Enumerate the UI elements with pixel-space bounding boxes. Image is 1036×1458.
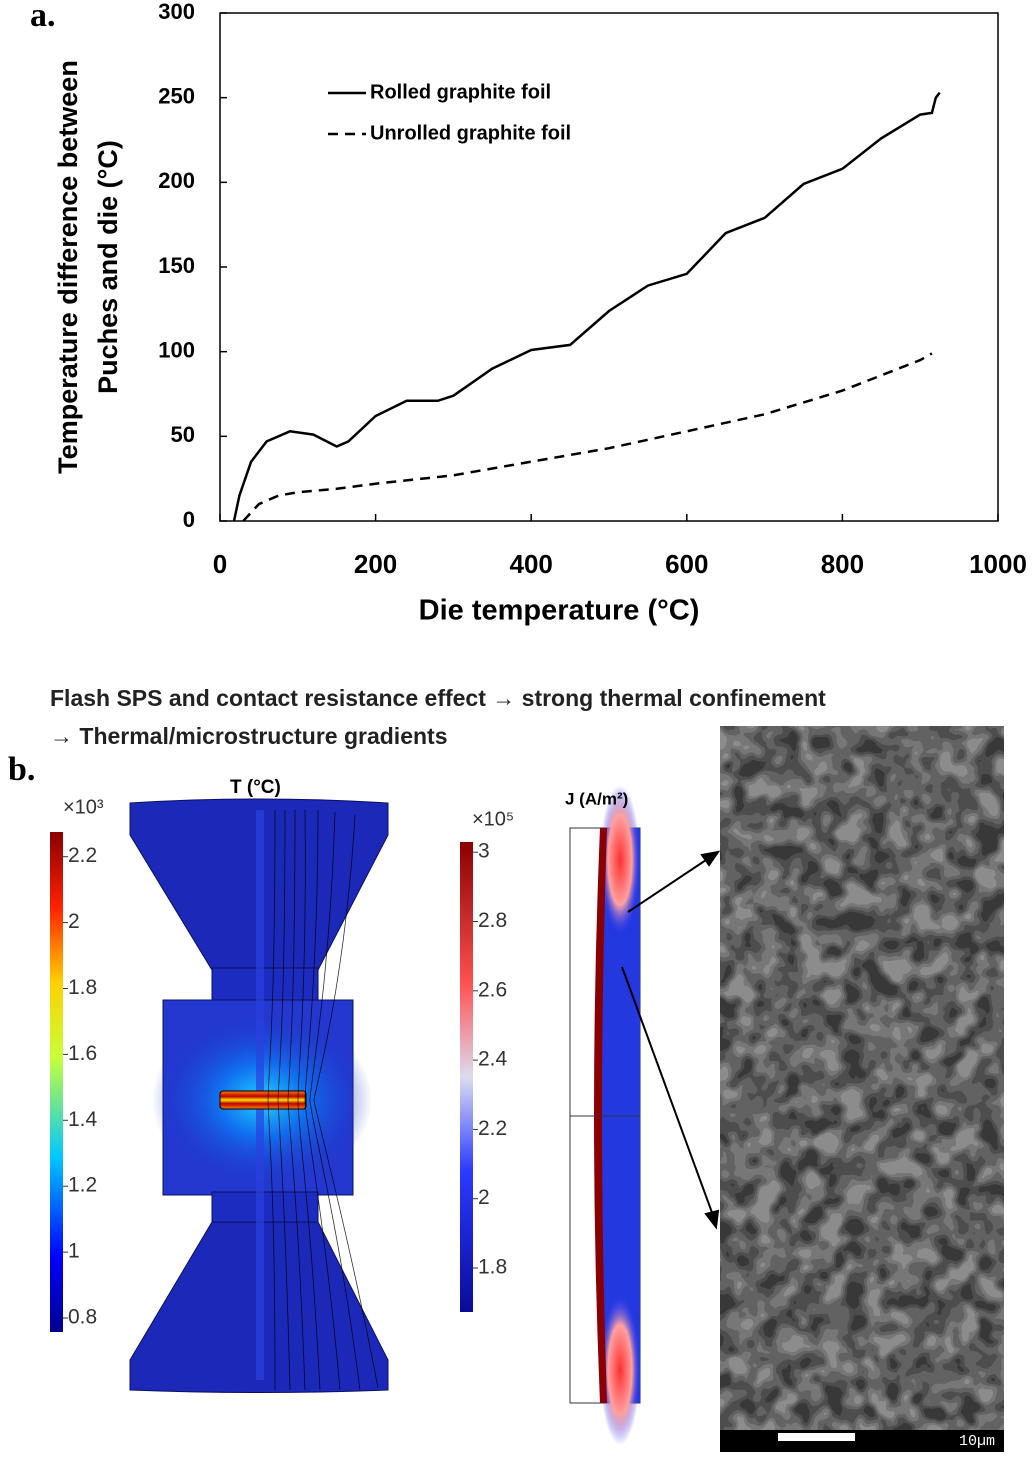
- grain-texture: [720, 726, 1004, 1430]
- colorbar-tick-label: 2.2: [68, 844, 97, 867]
- y-tick-label: 200: [158, 168, 195, 193]
- colorbar-tick-label: 2.4: [478, 1048, 508, 1071]
- colorbar-tick-label: 1: [68, 1240, 80, 1263]
- y-axis-title: Puches and die (°C): [93, 140, 123, 394]
- colorbar-tick-label: 2.2: [478, 1117, 507, 1140]
- y-tick-label: 0: [183, 507, 195, 532]
- y-tick-label: 100: [158, 337, 195, 362]
- colorbar-tick-label: 0.8: [68, 1306, 97, 1329]
- plot-frame: [219, 12, 999, 522]
- colorbar-tick-label: 1.4: [68, 1108, 98, 1131]
- y-tick-label: 50: [171, 422, 195, 447]
- x-tick-label: 800: [821, 549, 864, 579]
- colorbar-tick-label: 2: [478, 1186, 490, 1209]
- hot-spot: [600, 785, 640, 935]
- legend-label: Unrolled graphite foil: [370, 122, 571, 144]
- data-line: [242, 352, 933, 522]
- arrows: [621, 850, 721, 1230]
- punch-neck: [211, 967, 319, 1004]
- x-tick-label: 400: [510, 549, 553, 579]
- y-tick-label: 250: [158, 83, 195, 108]
- y-tick-label: 300: [158, 0, 195, 24]
- colorbar-tick-label: 2.6: [478, 978, 507, 1001]
- colorbar-multiplier: ×10³: [63, 796, 104, 818]
- panel-label: b.: [8, 751, 35, 788]
- colorbar-tick-label: 1.6: [68, 1042, 97, 1065]
- colorbar-tick-label: 1.8: [68, 976, 97, 999]
- field-lines: [267, 809, 379, 1391]
- colorbar-multiplier: ×10⁵: [472, 808, 514, 830]
- caption-line: Flash SPS and contact resistance effect …: [50, 685, 826, 711]
- colorbar-tick-label: 1.8: [478, 1256, 507, 1279]
- scale-bar: [778, 1433, 855, 1441]
- colorbar: [50, 832, 63, 1332]
- colorbar: [460, 842, 473, 1312]
- colorbar-tick-label: 2.8: [478, 909, 507, 932]
- caption-line: → Thermal/microstructure gradients: [50, 723, 448, 749]
- colorbar-tick-label: 3: [478, 840, 490, 863]
- colorbar-tick-label: 1.2: [68, 1174, 97, 1197]
- colorbar-title: T (°C): [230, 777, 281, 798]
- x-axis-title: Die temperature (°C): [419, 595, 700, 627]
- legend-label: Rolled graphite foil: [370, 81, 551, 103]
- temperature-simulation: [129, 798, 389, 1393]
- punch-neck: [211, 1191, 319, 1225]
- x-tick-label: 0: [213, 549, 227, 579]
- hot-sample: [219, 1090, 307, 1110]
- colorbar-tick-label: 2: [68, 910, 80, 933]
- scale-bar-label: 10µm: [959, 1433, 995, 1450]
- x-tick-label: 1000: [969, 549, 1027, 579]
- x-tick-label: 200: [354, 549, 397, 579]
- data-line: [232, 91, 941, 522]
- x-tick-label: 600: [665, 549, 708, 579]
- line-chart: 0 200 400 600 800 1000 0 50 100 150 200 250 300 Die t…: [53, 0, 1027, 627]
- panel-label: a.: [30, 0, 56, 34]
- colorbar-title: J (A/m²): [565, 789, 628, 808]
- y-axis-title: Temperature difference between: [53, 60, 83, 474]
- micrograph: 10µm: [720, 726, 1004, 1452]
- current-density-simulation: [569, 785, 641, 1445]
- y-tick-label: 150: [158, 253, 195, 278]
- hot-spot: [600, 1295, 640, 1445]
